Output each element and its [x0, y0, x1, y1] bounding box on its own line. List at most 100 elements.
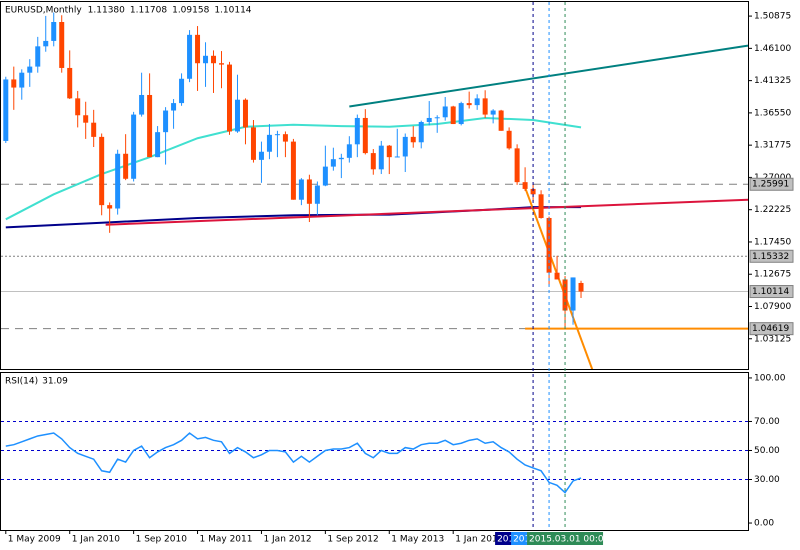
candle-body: [266, 134, 272, 152]
candle-body: [35, 46, 41, 67]
candle-body: [538, 194, 544, 218]
candle-body: [75, 98, 81, 116]
candle-body: [370, 153, 376, 170]
candle-body: [434, 117, 440, 119]
candle-body: [354, 117, 360, 145]
level-label-box: [749, 285, 794, 299]
candle-body: [362, 117, 368, 154]
y-tick-label: 1.46100: [754, 44, 791, 54]
candle-body: [171, 103, 177, 111]
candle-body: [282, 134, 288, 142]
candle-body: [546, 217, 552, 273]
indicator-value: 31.09: [42, 377, 68, 387]
candle-body: [107, 205, 113, 209]
candle-body: [410, 136, 416, 143]
y-tick-label: 50.00: [754, 446, 780, 456]
candle-body: [578, 282, 584, 292]
candle-body: [442, 106, 448, 118]
level-label: 1.10114: [752, 287, 789, 297]
price-plot: [1, 12, 748, 369]
candle-body: [466, 103, 472, 106]
y-tick-label: 100.00: [754, 373, 786, 383]
x-tick-label: 1 May 2009: [8, 535, 61, 545]
vline-label: 2015.03.01 00:00: [529, 535, 610, 545]
candle-body: [187, 34, 193, 79]
ohlc-value: 1.11708: [130, 6, 167, 16]
y-tick-label: 1.50875: [754, 12, 791, 22]
rsi-panel: [0, 372, 749, 531]
level-label-box: [749, 322, 794, 336]
candle-body: [418, 122, 424, 143]
candle-body: [402, 136, 408, 157]
y-tick-label: 1.31775: [754, 141, 791, 151]
y-tick-label: 70.00: [754, 417, 780, 427]
candle-body: [51, 22, 57, 41]
y-tick-label: 1.12675: [754, 270, 791, 280]
x-tick-label: 1 Sep 2012: [327, 535, 378, 545]
level-label-box: [749, 177, 794, 191]
candle-body: [482, 98, 488, 115]
y-tick-label: 1.36550: [754, 108, 791, 118]
candle-body: [346, 144, 352, 158]
candle-body: [554, 272, 560, 280]
candle-body: [219, 63, 225, 65]
candle-body: [139, 94, 145, 115]
candle-body: [91, 122, 97, 137]
vline-label-box: [527, 532, 604, 545]
candle-body: [131, 114, 137, 179]
candle-body: [3, 79, 9, 141]
candle-body: [67, 67, 73, 99]
y-tick-label: 1.17450: [754, 237, 791, 247]
ohlc-value: 1.09158: [172, 6, 209, 16]
level-label: 1.15332: [752, 252, 789, 262]
x-tick-label: 1 Jan 2014: [455, 535, 503, 545]
x-tick-label: 1 Jan 2012: [263, 535, 311, 545]
candle-body: [426, 117, 432, 123]
axes: EURUSD,Monthly 1.11380 1.11708 1.09158 1.101…: [5, 6, 794, 545]
ohlc-value: 1.11380: [88, 6, 125, 16]
level-label-box: [749, 249, 794, 263]
y-tick-label: 1.07900: [754, 302, 791, 312]
candle-body: [274, 134, 280, 136]
candle-body: [163, 110, 169, 133]
candle-body: [258, 151, 264, 160]
y-tick-label: 1.41325: [754, 76, 791, 86]
candle-body: [123, 153, 129, 179]
rsi-plot: [1, 420, 748, 494]
candle-body: [59, 22, 65, 68]
candle-body: [27, 66, 33, 73]
candle-body: [179, 78, 185, 104]
candle-body: [386, 145, 392, 158]
x-tick-label: 1 May 2011: [200, 535, 253, 545]
candle-body: [43, 40, 49, 47]
candle-body: [306, 179, 312, 204]
candle-body: [514, 148, 520, 183]
candle-body: [203, 55, 209, 64]
trendline: [105, 198, 748, 226]
candle-body: [450, 106, 456, 125]
candle-body: [490, 110, 496, 115]
candle-body: [530, 188, 536, 195]
candle-body: [562, 279, 568, 311]
candle-body: [11, 79, 17, 88]
candle-body: [99, 136, 105, 206]
candle-body: [322, 166, 328, 186]
x-tick-label: 1 May 2013: [391, 535, 444, 545]
candle-body: [290, 141, 296, 200]
y-tick-label: 1.03125: [754, 334, 791, 344]
candle-body: [506, 130, 512, 149]
candle-body: [250, 127, 256, 160]
candle-body: [522, 182, 528, 189]
x-tick-label: 1 Jan 2010: [72, 535, 120, 545]
ohlc-value: 1.10114: [214, 6, 251, 16]
y-tick-label: 30.00: [754, 475, 780, 485]
candle-body: [242, 99, 248, 128]
candle-body: [155, 132, 161, 158]
y-tick-label: 1.22225: [754, 205, 791, 215]
candle-body: [474, 98, 480, 106]
candle-body: [314, 185, 320, 204]
x-tick-label: 1 Sep 2010: [136, 535, 188, 545]
candle-body: [570, 277, 576, 311]
candle-body: [195, 34, 201, 64]
